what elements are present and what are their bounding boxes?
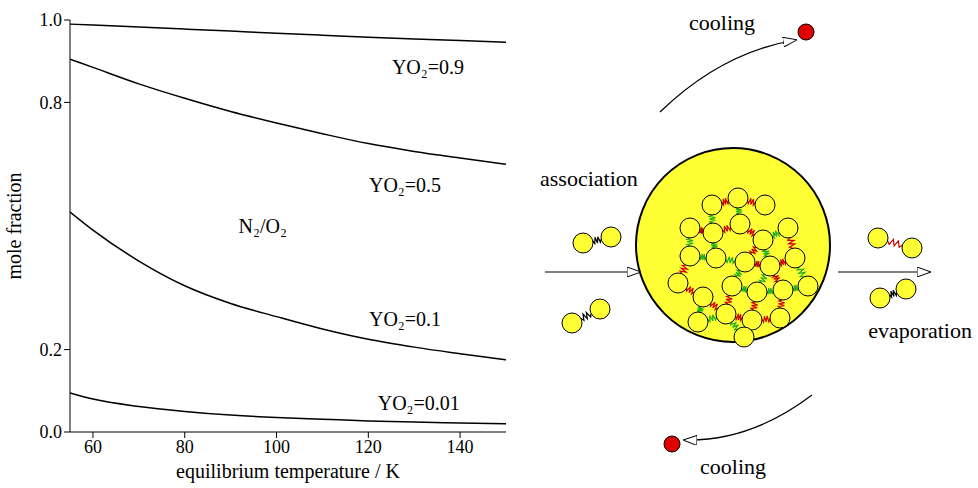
svg-text:0.8: 0.8 xyxy=(40,93,63,113)
svg-text:evaporation: evaporation xyxy=(868,318,972,343)
svg-text:association: association xyxy=(540,166,638,191)
svg-text:YO₂=0.01: YO₂=0.01 xyxy=(378,392,460,414)
svg-text:N₂/O₂: N₂/O₂ xyxy=(239,215,287,237)
svg-text:equilibrium temperature / K: equilibrium temperature / K xyxy=(176,460,400,483)
svg-text:mole fraction: mole fraction xyxy=(3,172,25,279)
svg-text:100: 100 xyxy=(263,437,290,457)
svg-text:120: 120 xyxy=(355,437,382,457)
svg-text:0.2: 0.2 xyxy=(40,340,63,360)
svg-text:1.0: 1.0 xyxy=(40,10,63,30)
svg-text:cooling: cooling xyxy=(689,10,755,35)
svg-text:cooling: cooling xyxy=(700,454,766,479)
svg-text:YO₂=0.5: YO₂=0.5 xyxy=(369,174,441,196)
svg-text:YO₂=0.9: YO₂=0.9 xyxy=(392,56,464,78)
svg-text:0.0: 0.0 xyxy=(40,422,63,442)
svg-text:60: 60 xyxy=(84,437,102,457)
svg-text:YO₂=0.1: YO₂=0.1 xyxy=(369,308,441,330)
svg-text:80: 80 xyxy=(176,437,194,457)
svg-text:140: 140 xyxy=(447,437,474,457)
